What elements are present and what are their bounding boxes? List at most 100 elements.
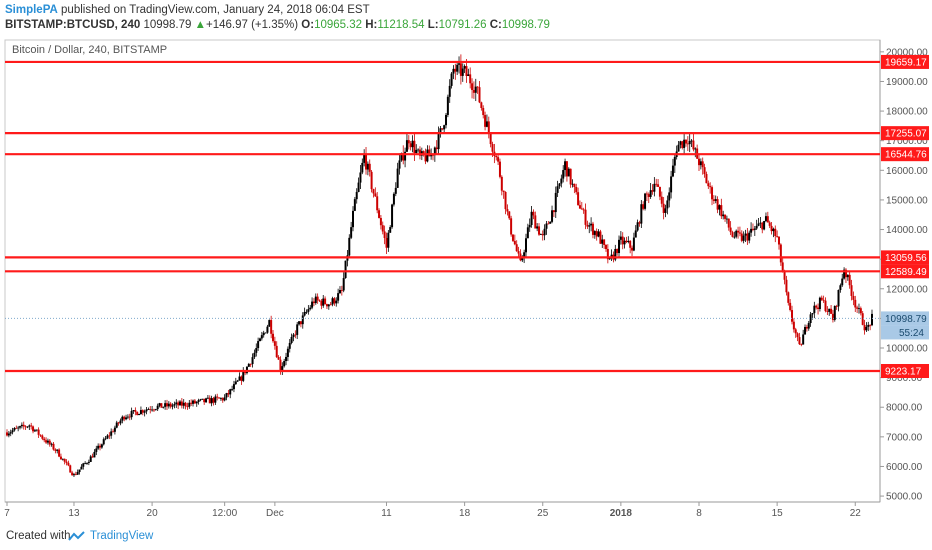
candle-body: [283, 361, 286, 367]
candle-body: [370, 171, 373, 190]
chart-canvas[interactable]: Bitcoin / Dollar, 240, BITSTAMP 5000.00 6…: [0, 38, 932, 522]
candle-body: [294, 334, 297, 336]
candle-body: [575, 186, 578, 193]
candle-body: [268, 320, 271, 327]
candle-body: [374, 193, 377, 197]
candle-body: [649, 190, 652, 197]
candle-body: [813, 305, 816, 314]
candle-body: [260, 335, 263, 339]
candle-body: [324, 298, 327, 305]
time-tick-label: Dec: [266, 508, 284, 519]
price-chart[interactable]: Bitcoin / Dollar, 240, BITSTAMP 5000.00 6…: [0, 38, 932, 522]
candle-body: [193, 400, 196, 404]
candle-body: [591, 223, 594, 235]
time-axis[interactable]: 7 13 20 12:00 Dec 11 18 25 2018 8 15 22: [4, 502, 861, 519]
candle-body: [545, 223, 548, 229]
tradingview-logo-icon: [68, 531, 85, 541]
candle-body: [744, 233, 747, 236]
candle-body: [469, 74, 472, 84]
candle-body: [113, 427, 116, 432]
candle-body: [236, 380, 239, 382]
candle-body: [439, 128, 442, 133]
candle-body: [296, 324, 299, 335]
candle-body: [805, 326, 808, 329]
candle-body: [510, 218, 513, 235]
candle-body: [71, 472, 74, 476]
candle-body: [409, 143, 412, 148]
candle-body: [74, 474, 77, 475]
candle-body: [485, 121, 488, 127]
candle-body: [671, 165, 674, 177]
candle-body: [465, 66, 468, 76]
price-tick-label: 5000.00: [886, 492, 923, 503]
candle-body: [173, 404, 176, 406]
candle-body: [500, 176, 503, 191]
time-tick-label: 13: [68, 508, 80, 519]
candle-body: [684, 139, 687, 144]
candle-body: [781, 262, 784, 273]
price-tick-label: 19000.00: [886, 77, 928, 88]
candle-body: [792, 321, 795, 330]
candle-body: [100, 444, 103, 448]
price-tick-label: 17000.00: [886, 136, 928, 147]
candle-body: [299, 321, 302, 325]
candle-body: [653, 183, 656, 192]
candle-body: [856, 307, 859, 309]
candle-body: [783, 272, 786, 280]
price-change: +146.97 (+1.35%): [206, 19, 299, 31]
time-tick-label: 7: [4, 508, 10, 519]
candle-body: [15, 427, 18, 429]
candle-body: [136, 411, 139, 416]
candle-body: [711, 187, 714, 200]
candle-body: [99, 445, 102, 448]
candle-body: [474, 86, 477, 93]
candle-body: [32, 426, 35, 432]
candle-body: [203, 398, 206, 403]
candle-body: [869, 324, 872, 326]
candle-body: [206, 397, 209, 399]
level-price-label: 12589.49: [885, 267, 927, 278]
candle-body: [212, 398, 215, 403]
candle-body: [521, 257, 524, 261]
author-link[interactable]: SimplePA: [5, 4, 58, 16]
candle-body: [712, 199, 715, 201]
candle-body: [359, 172, 362, 183]
candle-body: [143, 411, 146, 413]
candle-body: [718, 205, 721, 210]
time-tick-label: 8: [696, 508, 702, 519]
candle-body: [11, 430, 14, 433]
candle-body: [7, 433, 10, 436]
candle-body: [188, 402, 191, 407]
candle-body: [272, 333, 275, 342]
candle-body: [817, 307, 820, 309]
candle-body: [30, 425, 33, 427]
candle-body: [61, 458, 64, 460]
candle-body: [699, 161, 702, 166]
candle-body: [722, 214, 725, 217]
candle-body: [13, 427, 16, 431]
candle-body: [17, 427, 20, 429]
candle-body: [327, 304, 330, 307]
candle-body: [205, 398, 208, 403]
candle-body: [623, 240, 626, 245]
level-price-label: 19659.17: [885, 57, 927, 68]
candle-body: [392, 193, 395, 205]
candle-body: [558, 183, 561, 187]
candle-body: [528, 225, 531, 228]
candle-body: [102, 439, 105, 445]
candle-body: [26, 426, 29, 428]
candle-body: [471, 83, 474, 90]
candle-body: [807, 323, 810, 329]
candle-body: [167, 403, 170, 407]
candle-body: [158, 403, 161, 406]
candle-body: [67, 462, 70, 466]
tradingview-brand-link[interactable]: TradingView: [90, 530, 154, 542]
candle-body: [740, 233, 743, 241]
candle-body: [134, 410, 137, 412]
candle-body: [195, 401, 198, 404]
candle-body: [257, 341, 260, 349]
candle-body: [681, 141, 684, 148]
current-price-tag: [881, 311, 929, 326]
candle-body: [404, 151, 407, 161]
candle-body: [556, 186, 559, 193]
